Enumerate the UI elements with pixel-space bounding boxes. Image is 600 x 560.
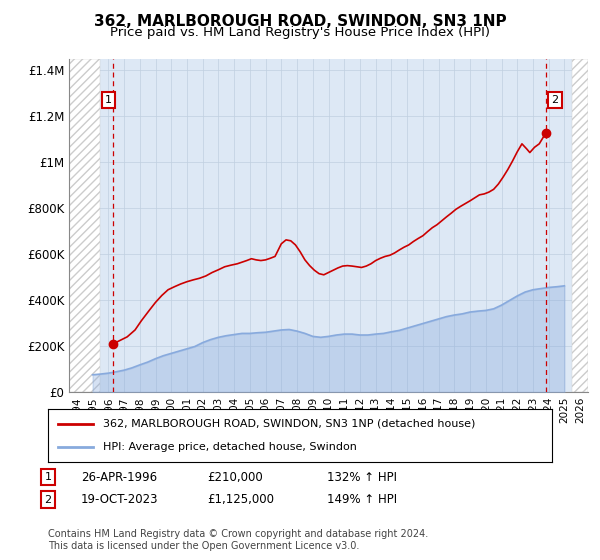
Text: 2: 2 — [44, 494, 52, 505]
Bar — [69, 59, 100, 392]
Text: 362, MARLBOROUGH ROAD, SWINDON, SN3 1NP (detached house): 362, MARLBOROUGH ROAD, SWINDON, SN3 1NP … — [103, 419, 476, 429]
Text: £1,125,000: £1,125,000 — [207, 493, 274, 506]
Text: 362, MARLBOROUGH ROAD, SWINDON, SN3 1NP: 362, MARLBOROUGH ROAD, SWINDON, SN3 1NP — [94, 14, 506, 29]
Text: Price paid vs. HM Land Registry's House Price Index (HPI): Price paid vs. HM Land Registry's House … — [110, 26, 490, 39]
Text: 19-OCT-2023: 19-OCT-2023 — [81, 493, 158, 506]
Text: 26-APR-1996: 26-APR-1996 — [81, 470, 157, 484]
Text: 1: 1 — [44, 472, 52, 482]
Text: 132% ↑ HPI: 132% ↑ HPI — [327, 470, 397, 484]
Text: 2: 2 — [551, 95, 559, 105]
Text: 149% ↑ HPI: 149% ↑ HPI — [327, 493, 397, 506]
Text: 1: 1 — [105, 95, 112, 105]
Bar — [572, 59, 588, 392]
Text: £210,000: £210,000 — [207, 470, 263, 484]
Text: Contains HM Land Registry data © Crown copyright and database right 2024.
This d: Contains HM Land Registry data © Crown c… — [48, 529, 428, 551]
Text: HPI: Average price, detached house, Swindon: HPI: Average price, detached house, Swin… — [103, 442, 358, 452]
